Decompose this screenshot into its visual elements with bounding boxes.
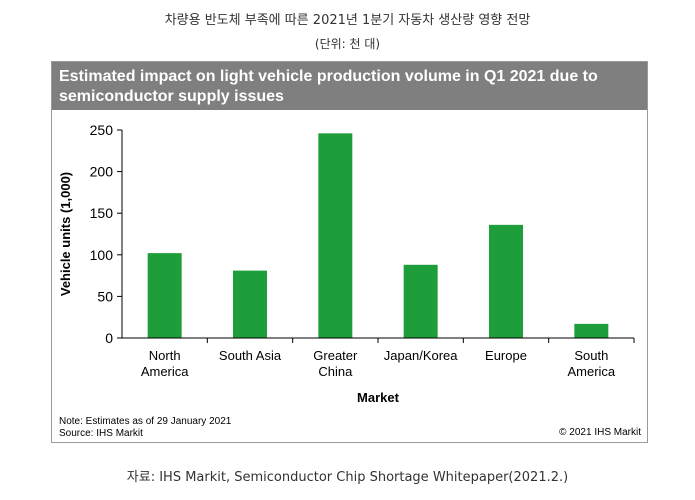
chart-title-line-2: semiconductor supply issues [59,88,284,105]
y-axis-title-group: Vehicle units (1,000) [58,172,73,296]
x-tick-label: Europe [485,348,527,363]
bar [574,323,609,338]
chart-title: Estimated impact on light vehicle produc… [52,62,647,110]
y-tick-label: 100 [90,247,114,263]
bar [403,264,438,338]
x-tick-label: South America [567,348,615,379]
y-ticks: 0 50 100 150 200 250 [90,122,122,346]
y-tick-label: 200 [90,164,114,180]
y-tick-label: 150 [90,205,114,221]
y-tick-label: 50 [97,288,113,304]
category-labels: North America South Asia Greater China Japan/… [141,338,635,379]
chart-panel: Estimated impact on light vehicle produc… [51,61,648,443]
x-tick-label: South Asia [219,348,282,363]
chart-title-line-1: Estimated impact on light vehicle produc… [59,68,598,85]
x-tick-label: Japan/Korea [384,348,458,363]
bar [318,133,353,338]
source-caption: 자료: IHS Markit, Semiconductor Chip Short… [126,470,569,485]
y-tick-label: 0 [105,330,113,346]
page-title: 차량용 반도체 부족에 따른 2021년 1분기 자동차 생산량 영향 전망 [164,13,531,28]
y-tick-label: 250 [90,122,114,138]
x-tick-label: North America [141,348,189,379]
bar [489,224,523,338]
x-axis-title: Market [357,390,400,405]
y-axis-title: Vehicle units (1,000) [58,172,73,296]
bars [147,133,609,338]
chart-source: Source: IHS Markit [59,428,143,439]
bar-chart: Vehicle units (1,000) 0 50 100 150 200 250 No… [58,122,635,405]
x-tick-label: Greater China [313,348,358,379]
bar [233,270,267,338]
unit-label: (단위: 천 대) [314,37,381,51]
copyright: © 2021 IHS Markit [559,427,641,438]
bar [147,253,182,338]
chart-note: Note: Estimates as of 29 January 2021 [59,416,232,427]
